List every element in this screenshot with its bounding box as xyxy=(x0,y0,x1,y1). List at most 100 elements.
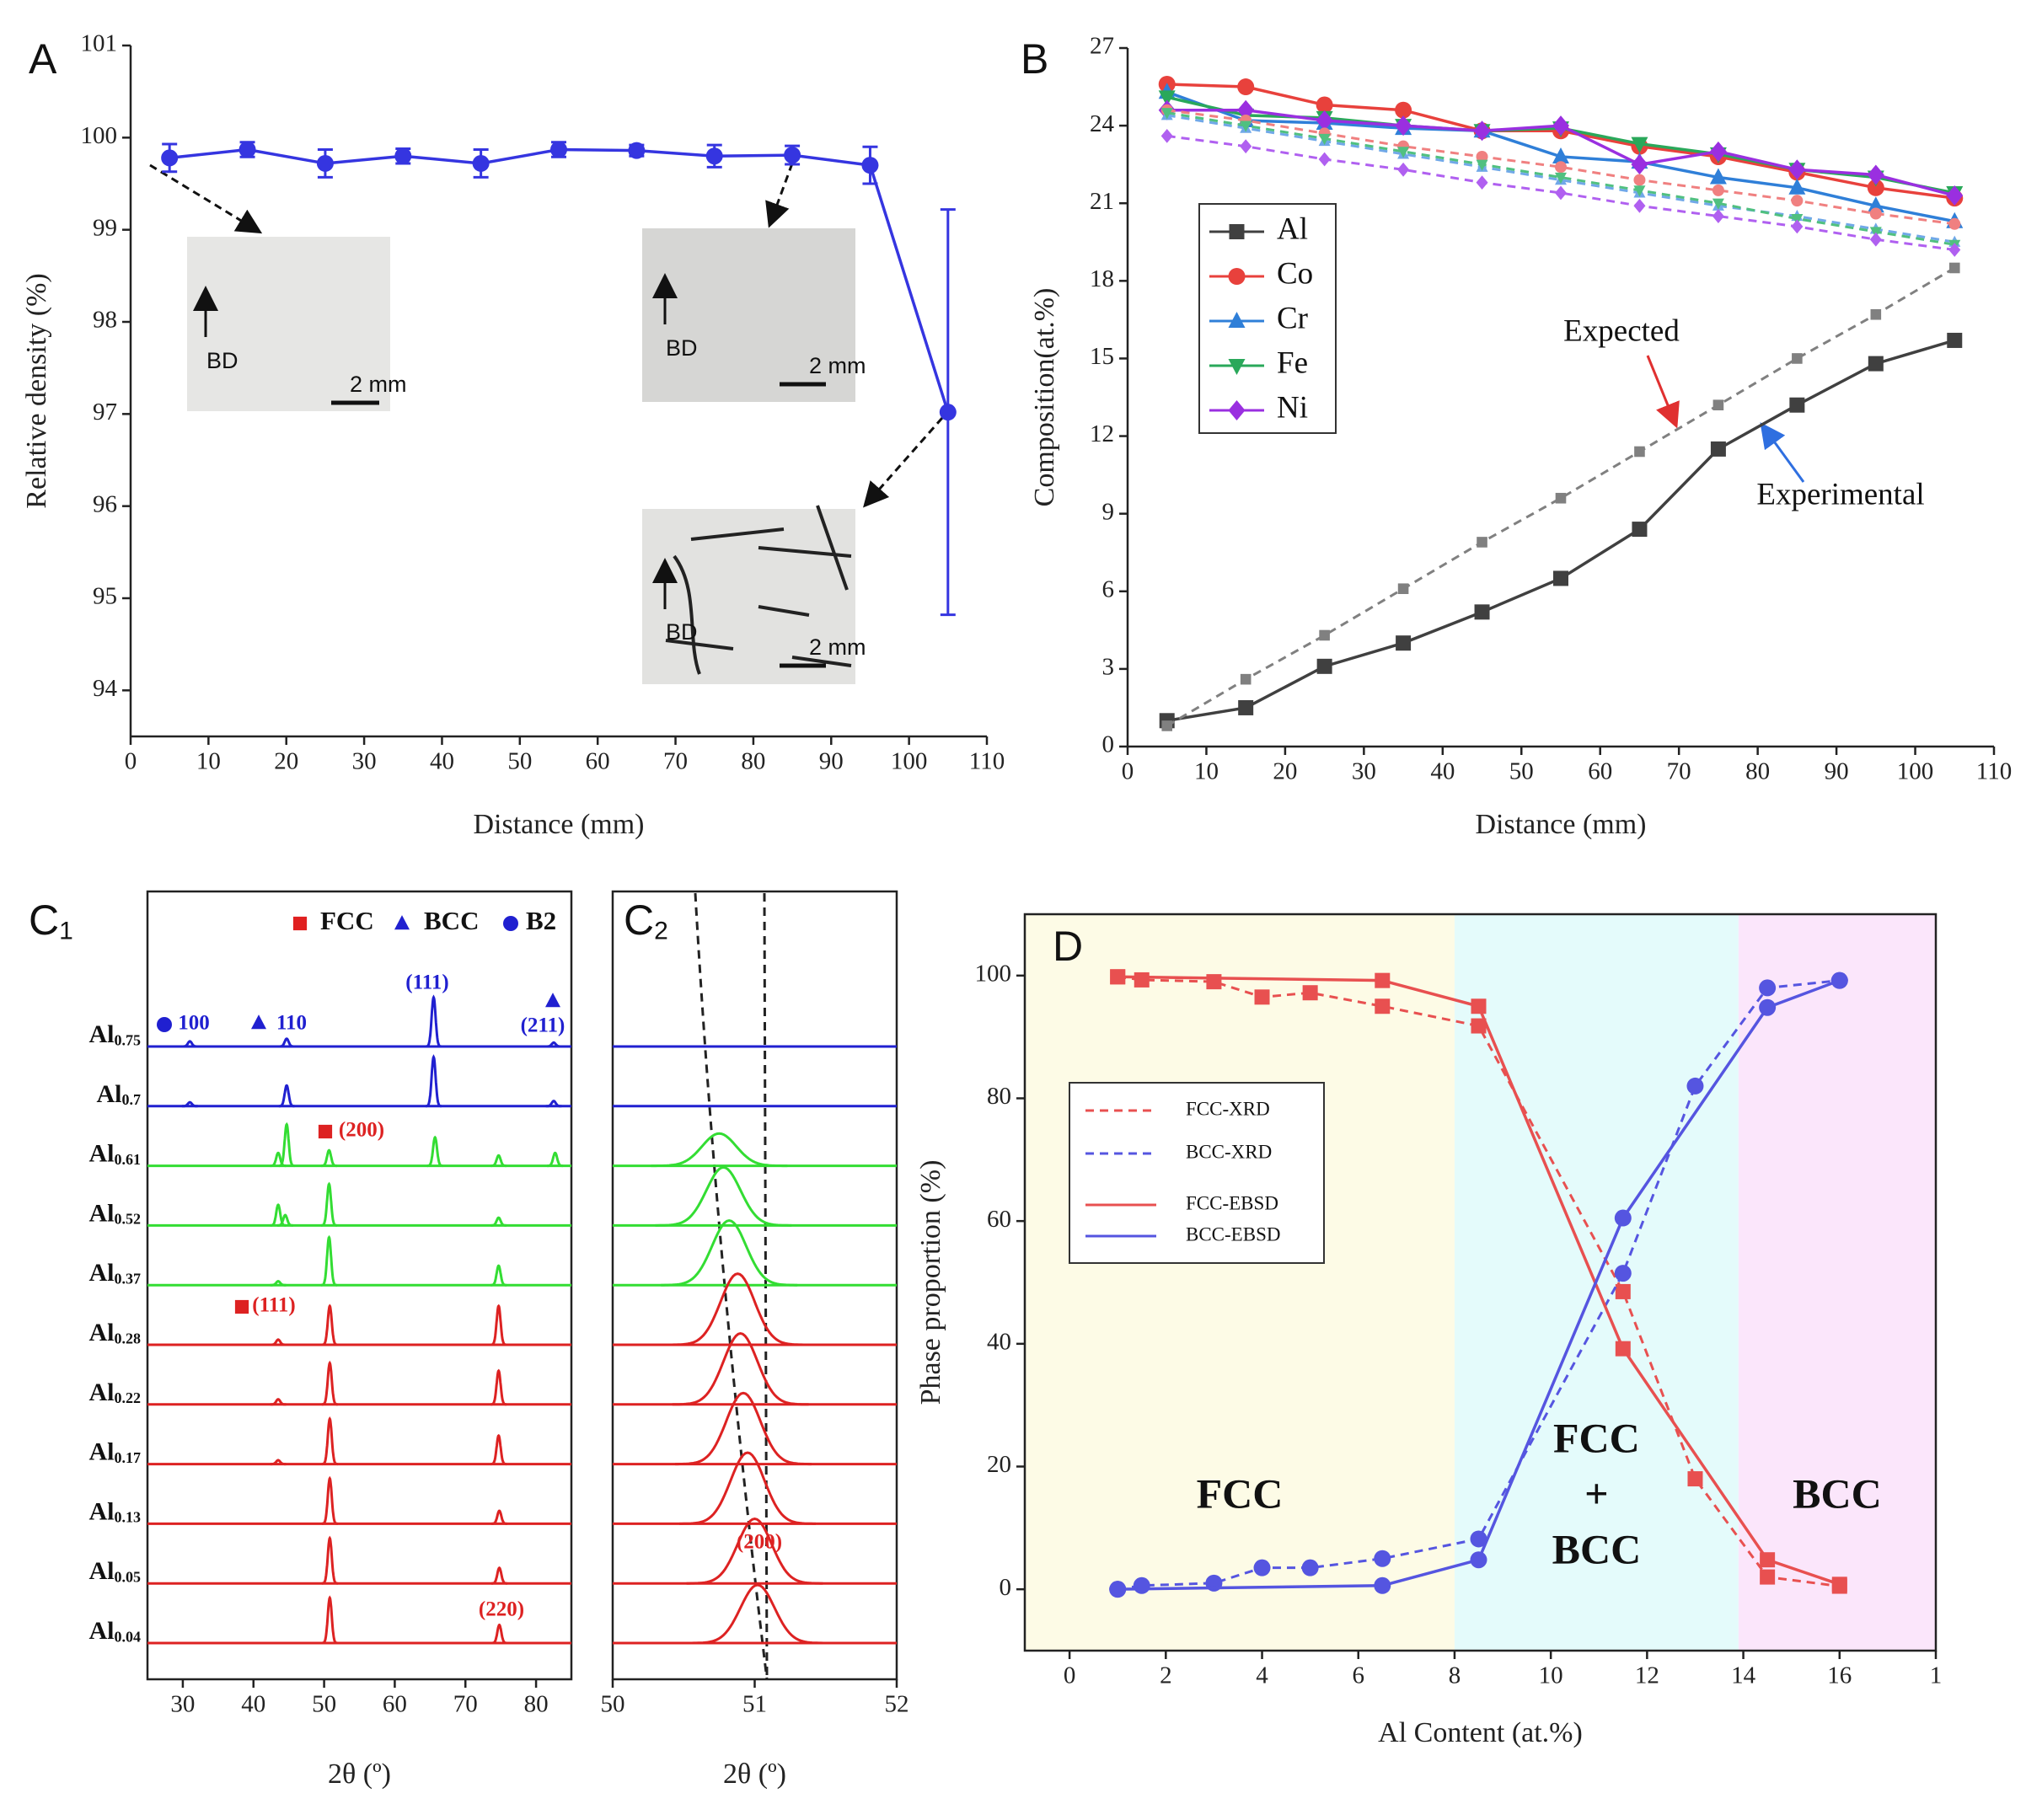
x-tick-label: 90 xyxy=(819,748,844,775)
legend-label: FCC-EBSD xyxy=(1186,1192,1278,1213)
y-tick-label: 6 xyxy=(1102,575,1115,602)
marker xyxy=(1831,1576,1847,1592)
peak xyxy=(321,1475,338,1525)
x-axis-label: Al Content (at.%) xyxy=(1378,1717,1583,1748)
marker xyxy=(1709,168,1727,185)
region-label: FCC xyxy=(1197,1469,1284,1517)
annotation-marker xyxy=(545,993,560,1008)
x-tick-label: 16 xyxy=(1827,1662,1852,1689)
peak xyxy=(490,1368,506,1406)
marker xyxy=(1760,1569,1776,1585)
marker xyxy=(1319,629,1330,641)
marker xyxy=(1555,492,1567,504)
peak xyxy=(321,1595,338,1645)
trace-label: Al0.75 xyxy=(89,1020,142,1049)
scale-arrows xyxy=(193,273,826,668)
series-line xyxy=(1117,979,1840,1591)
x-tick-label: 8 xyxy=(1449,1662,1461,1689)
panel-label: D xyxy=(1053,923,1083,970)
y-tick-label: 12 xyxy=(1090,420,1114,447)
marker xyxy=(1316,658,1332,674)
marker xyxy=(1134,972,1150,988)
legend-label: Al xyxy=(1277,211,1308,246)
y-tick-label: 100 xyxy=(975,960,1012,987)
marker xyxy=(1948,243,1961,257)
marker xyxy=(1240,673,1252,685)
peak xyxy=(490,1264,506,1287)
marker xyxy=(1238,699,1254,715)
legend-label: B2 xyxy=(526,906,556,935)
peak xyxy=(320,1234,337,1287)
peak xyxy=(270,1398,287,1406)
marker xyxy=(1555,172,1567,185)
x-tick-label: 50 xyxy=(1509,758,1534,785)
annotation: (111) xyxy=(252,1294,295,1317)
marker xyxy=(1316,96,1333,114)
marker xyxy=(1788,159,1806,180)
marker xyxy=(239,141,256,158)
annotation-marker xyxy=(318,1124,333,1139)
annotation: (211) xyxy=(521,1014,565,1037)
marker xyxy=(1710,441,1726,457)
peak xyxy=(321,1535,338,1585)
annotation: (111) xyxy=(405,972,448,994)
trace-label: Al0.22 xyxy=(89,1378,142,1407)
x-tick-label: 60 xyxy=(383,1691,407,1718)
peak xyxy=(651,1132,788,1168)
region-label: FCC xyxy=(1553,1414,1640,1461)
x-tick-label: 100 xyxy=(891,748,928,775)
panel-label: C1 xyxy=(29,897,73,945)
x-tick-label: 110 xyxy=(969,748,1005,775)
x-tick-label: 70 xyxy=(453,1691,478,1718)
x-axis-label: 2θ (º) xyxy=(723,1758,786,1790)
marker xyxy=(1789,397,1805,413)
annotation: BD xyxy=(206,348,239,373)
trace-label: Al0.17 xyxy=(89,1437,142,1466)
trace-label: Al0.37 xyxy=(89,1259,142,1287)
panel-label: C2 xyxy=(624,897,668,945)
panel-label: A xyxy=(29,35,57,83)
marker xyxy=(1947,332,1963,348)
legend-marker xyxy=(1228,268,1246,285)
legend-box xyxy=(1069,1082,1325,1264)
marker xyxy=(1206,974,1222,990)
x-tick-label: 70 xyxy=(1667,758,1691,785)
marker xyxy=(1869,207,1882,220)
x-tick-label: 60 xyxy=(586,748,610,775)
x-tick-label: 20 xyxy=(1273,758,1297,785)
peak xyxy=(321,1416,338,1466)
legend-label: FCC-XRD xyxy=(1186,1098,1270,1119)
peak xyxy=(491,1566,507,1585)
peak xyxy=(270,1203,287,1227)
y-tick-label: 3 xyxy=(1102,654,1115,681)
legend-label: BCC xyxy=(424,906,479,935)
y-axis-label: Relative density (%) xyxy=(21,273,52,508)
x-tick-label: 14 xyxy=(1731,1662,1756,1689)
y-tick-label: 95 xyxy=(93,583,117,610)
marker xyxy=(1240,120,1252,132)
peak xyxy=(426,1054,442,1108)
peak xyxy=(270,1459,287,1466)
marker xyxy=(1374,1550,1391,1567)
x-tick-label: 40 xyxy=(241,1691,265,1718)
marker xyxy=(1634,446,1645,458)
marker xyxy=(1948,262,1960,274)
peak xyxy=(491,1509,507,1525)
marker xyxy=(1302,985,1318,1001)
marker xyxy=(1476,159,1488,171)
y-tick-label: 60 xyxy=(987,1206,1011,1233)
panel-label: B xyxy=(1021,35,1048,83)
peak xyxy=(547,1151,564,1168)
annotation: 110 xyxy=(276,1012,307,1035)
marker xyxy=(1712,399,1724,411)
marker xyxy=(1476,150,1488,163)
marker xyxy=(1712,184,1724,196)
annotation: (220) xyxy=(479,1598,524,1621)
marker xyxy=(1254,989,1270,1005)
marker xyxy=(1374,1576,1391,1594)
peak xyxy=(675,1391,812,1466)
marker xyxy=(1633,174,1646,186)
y-tick-label: 27 xyxy=(1090,33,1114,60)
marker xyxy=(1615,1341,1631,1357)
x-tick-label: 0 xyxy=(1122,758,1134,785)
